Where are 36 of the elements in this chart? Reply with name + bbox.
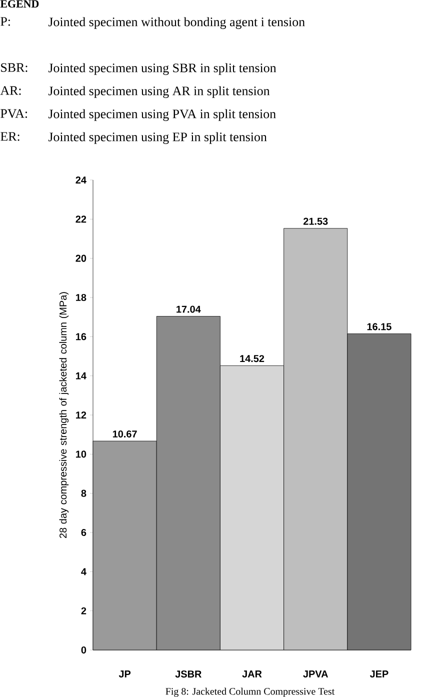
data-label: 21.53 <box>303 218 328 225</box>
caption: Fig 8: Jacketed Column Compressive Test <box>166 688 335 697</box>
x-tick-label: JAR <box>242 670 262 678</box>
y-tick-label: 2 <box>81 607 86 614</box>
text: EGEND <box>0 0 39 8</box>
text: ER: <box>0 132 20 141</box>
text: P: <box>0 17 10 26</box>
x-tick-label: JSBR <box>175 670 202 678</box>
y-axis-title: 28 day compressive strength of jacketed column (MPa) <box>59 292 69 538</box>
y-tick-label: 12 <box>76 412 86 418</box>
y-tick-label: 0 <box>81 646 86 654</box>
x-tick-label: JEP <box>370 670 388 678</box>
y-tick-label: 16 <box>76 333 86 340</box>
y-tick-label: 8 <box>81 490 86 497</box>
y-tick-label: 14 <box>76 372 86 380</box>
data-label: 17.04 <box>176 306 201 313</box>
y-tick-label: 18 <box>76 294 86 302</box>
data-label: 16.15 <box>367 323 392 330</box>
data-label: 14.52 <box>240 355 264 362</box>
x-tick-label: JPVA <box>303 670 328 678</box>
y-tick-label: 22 <box>76 216 86 223</box>
data-label: 10.67 <box>112 430 137 438</box>
text: AR: <box>0 86 21 95</box>
y-tick-label: 4 <box>81 568 86 576</box>
text: Jointed specimen using EP in split tension <box>48 132 267 144</box>
y-tick-label: 10 <box>76 450 86 458</box>
text: PVA: <box>0 109 27 118</box>
text: SBR: <box>1 63 28 72</box>
y-tick-label: 24 <box>76 176 86 184</box>
text: Jointed specimen using PVA in split tension <box>48 109 276 121</box>
x-tick-label: JP <box>118 670 131 678</box>
text: Jointed specimen without bonding agent i tension <box>48 17 305 29</box>
text: Jointed specimen using AR in split tension <box>48 86 270 98</box>
y-tick-label: 6 <box>81 528 86 536</box>
y-tick-label: 20 <box>76 254 86 262</box>
text: Jointed specimen using SBR in split tension <box>48 63 276 75</box>
